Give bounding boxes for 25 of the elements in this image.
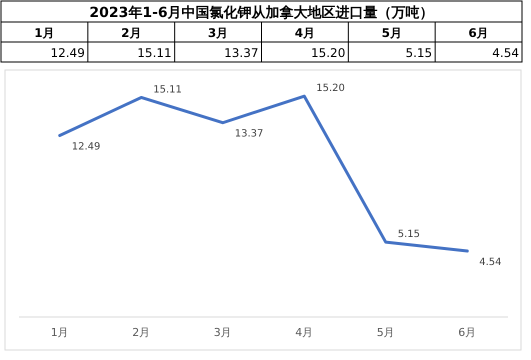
data-label: 5.15 bbox=[398, 229, 420, 240]
text: 13.37 bbox=[224, 46, 258, 60]
x-tick-label: 1月 bbox=[50, 326, 69, 339]
chart-title: 2023年1-6月中国氯化钾从加拿大地区进口量（万吨） bbox=[89, 5, 434, 21]
text: 15.20 bbox=[310, 46, 346, 60]
x-tick-label: 5月 bbox=[376, 326, 395, 339]
category-label: 1月 bbox=[34, 26, 55, 40]
category-label: 4月 bbox=[294, 26, 316, 40]
category-label: 2月 bbox=[121, 26, 142, 40]
x-tick-label: 6月 bbox=[458, 326, 476, 339]
text: 5.15 bbox=[405, 46, 432, 60]
data-label: 15.11 bbox=[153, 84, 182, 96]
data-label: 4.54 bbox=[479, 257, 502, 268]
category-label: 5月 bbox=[382, 26, 402, 40]
x-tick-label: 3月 bbox=[214, 326, 232, 339]
data-label: 15.20 bbox=[316, 83, 345, 94]
text: 4.54 bbox=[492, 46, 519, 60]
x-tick-label: 4月 bbox=[295, 326, 314, 339]
category-label: 6月 bbox=[468, 26, 489, 40]
text: 12.49 bbox=[50, 46, 85, 60]
x-tick-label: 2月 bbox=[132, 326, 150, 339]
text: 15.11 bbox=[137, 46, 172, 60]
data-label: 13.37 bbox=[234, 128, 264, 140]
category-label: 3月 bbox=[208, 26, 228, 40]
data-label: 12.49 bbox=[72, 142, 100, 153]
